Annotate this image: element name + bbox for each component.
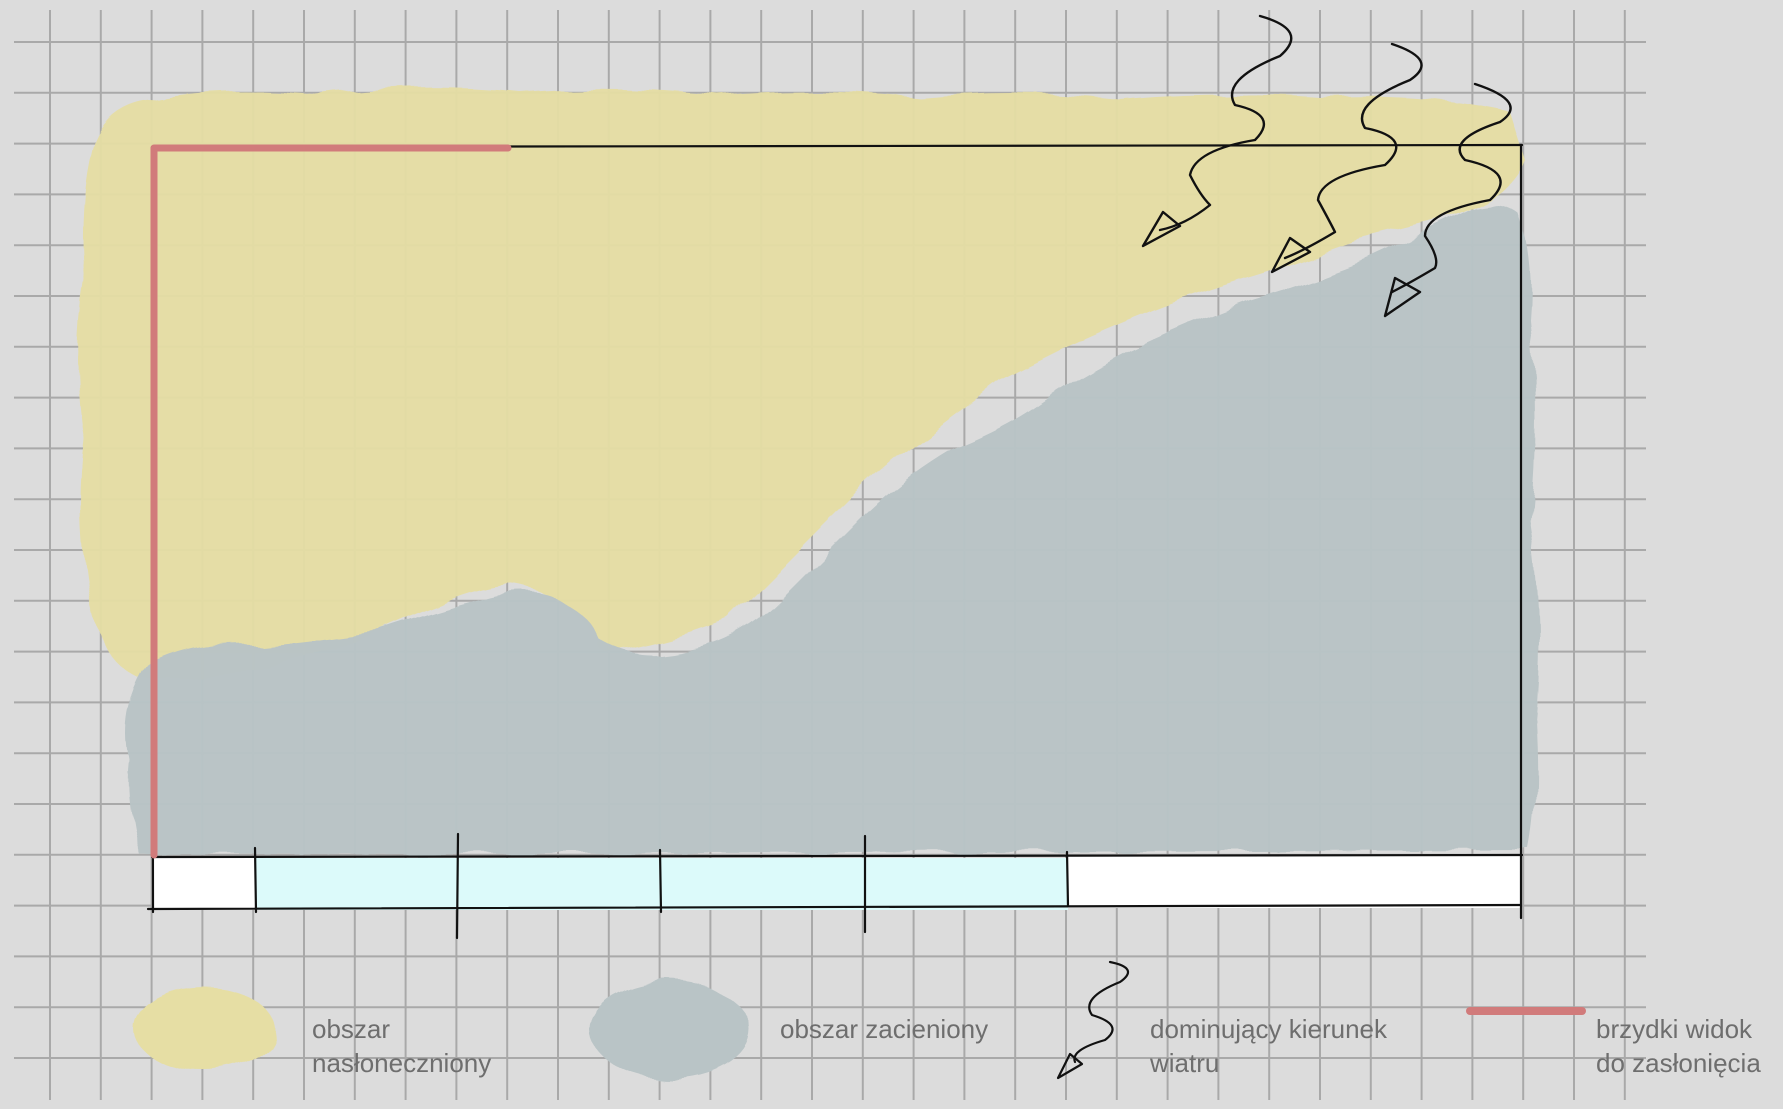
legend-ugly-view-label: brzydki widok do zasłonięcia: [1596, 1012, 1761, 1080]
legend-ugly-view-line2: do zasłonięcia: [1596, 1048, 1761, 1078]
strip-white-right: [1068, 856, 1520, 908]
wind-arrow-icon: [1141, 14, 1293, 248]
wind-arrow-icon: [1270, 42, 1423, 274]
wind-arrows: [1141, 14, 1512, 318]
legend-shaded-line1: obszar zacieniony: [780, 1014, 989, 1044]
legend-wind-line2: wiatru: [1150, 1048, 1220, 1078]
wind-legend-icon: [1056, 960, 1130, 1080]
shaded-area: [127, 206, 1539, 855]
legend-wind-label: dominujący kierunek wiatru: [1150, 1012, 1387, 1080]
legend-sunny-label: obszar nasłoneczniony: [312, 1012, 491, 1080]
ugly-view-line: [150, 144, 512, 859]
legend-ugly-view-line1: brzydki widok: [1596, 1014, 1753, 1044]
strip-white-left: [153, 858, 256, 910]
shaded-legend-swatch: [590, 982, 750, 1078]
legend-sunny-line1: obszar: [312, 1014, 391, 1044]
strip-light-blue: [256, 858, 1068, 910]
wind-arrow-icon: [1383, 82, 1512, 318]
legend-wind-line1: dominujący kierunek: [1150, 1014, 1388, 1044]
sunny-legend-swatch: [135, 988, 275, 1072]
legend-shaded-label: obszar zacieniony: [780, 1012, 988, 1046]
legend-sunny-line2: nasłoneczniony: [312, 1048, 492, 1078]
